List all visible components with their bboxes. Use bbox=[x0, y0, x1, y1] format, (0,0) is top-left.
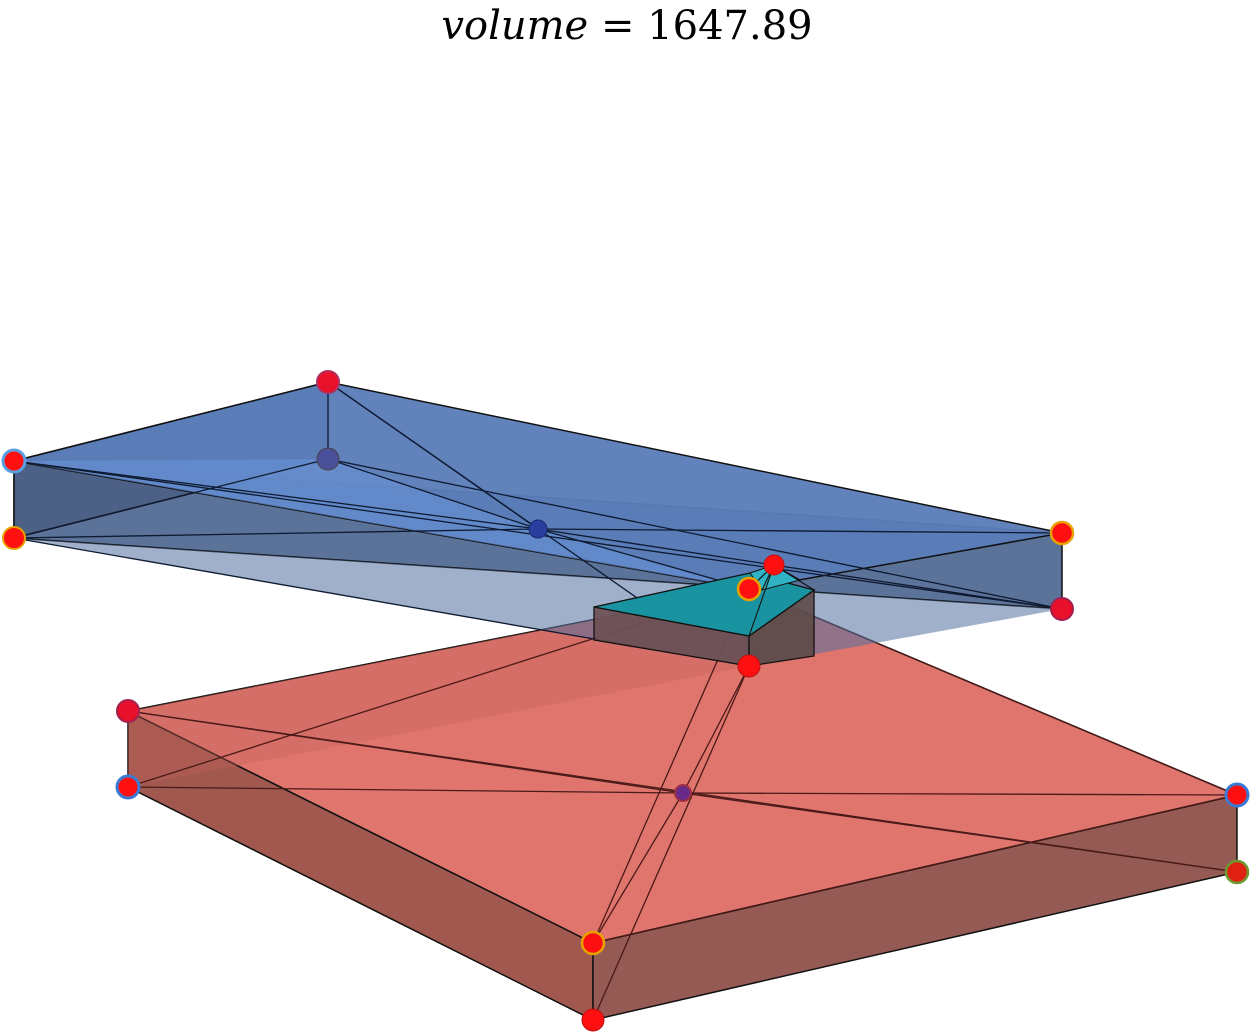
title-operator: = bbox=[588, 3, 648, 49]
vertex bbox=[581, 1008, 605, 1032]
vertex bbox=[763, 554, 785, 576]
vertex bbox=[580, 930, 606, 956]
vertex bbox=[737, 654, 761, 678]
title-variable: volume bbox=[441, 3, 589, 49]
title-value: 1647.89 bbox=[647, 3, 813, 49]
vertex bbox=[736, 576, 762, 602]
vertices bbox=[1, 370, 1250, 1032]
vertex bbox=[2, 526, 26, 550]
vertex bbox=[1049, 520, 1075, 546]
vertex bbox=[316, 447, 340, 471]
vertex bbox=[316, 370, 340, 394]
vertex bbox=[1, 448, 27, 474]
vertex bbox=[115, 774, 141, 800]
vertex bbox=[674, 784, 692, 802]
vertex bbox=[1224, 859, 1250, 885]
vertex bbox=[528, 519, 548, 539]
vertex bbox=[1050, 597, 1074, 621]
vertex bbox=[116, 699, 140, 723]
vertex bbox=[1224, 782, 1250, 808]
figure-title: volume = 1647.89 bbox=[0, 0, 1254, 60]
